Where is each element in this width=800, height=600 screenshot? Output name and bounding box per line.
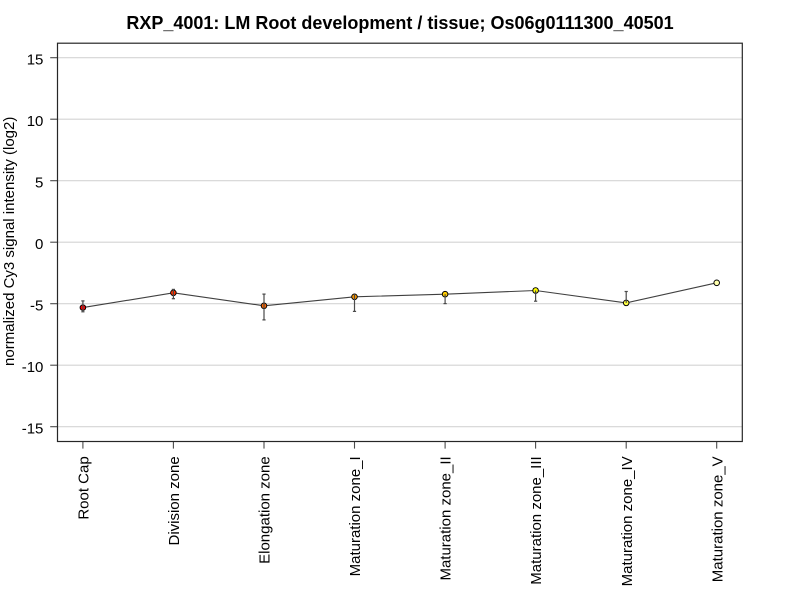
svg-text:10: 10 (27, 113, 44, 130)
svg-text:normalized Cy3 signal intensit: normalized Cy3 signal intensity (log2) (1, 117, 18, 366)
svg-text:RXP_4001: LM Root development: RXP_4001: LM Root development / tissue; … (126, 13, 673, 33)
svg-text:5: 5 (35, 175, 43, 192)
svg-text:Maturation zone_IV: Maturation zone_IV (619, 456, 636, 586)
svg-text:-10: -10 (22, 359, 44, 376)
svg-text:0: 0 (35, 236, 43, 253)
svg-text:Maturation zone_V: Maturation zone_V (709, 456, 726, 582)
svg-text:Elongation zone: Elongation zone (257, 456, 274, 564)
svg-text:-15: -15 (22, 421, 44, 438)
svg-text:Root Cap: Root Cap (76, 456, 93, 519)
svg-text:Maturation zone_I: Maturation zone_I (347, 456, 364, 576)
svg-text:-5: -5 (30, 298, 43, 315)
svg-text:Maturation zone_III: Maturation zone_III (528, 456, 545, 584)
svg-text:15: 15 (27, 52, 44, 69)
svg-text:Division zone: Division zone (166, 456, 183, 545)
svg-text:Maturation zone_II: Maturation zone_II (438, 456, 455, 580)
